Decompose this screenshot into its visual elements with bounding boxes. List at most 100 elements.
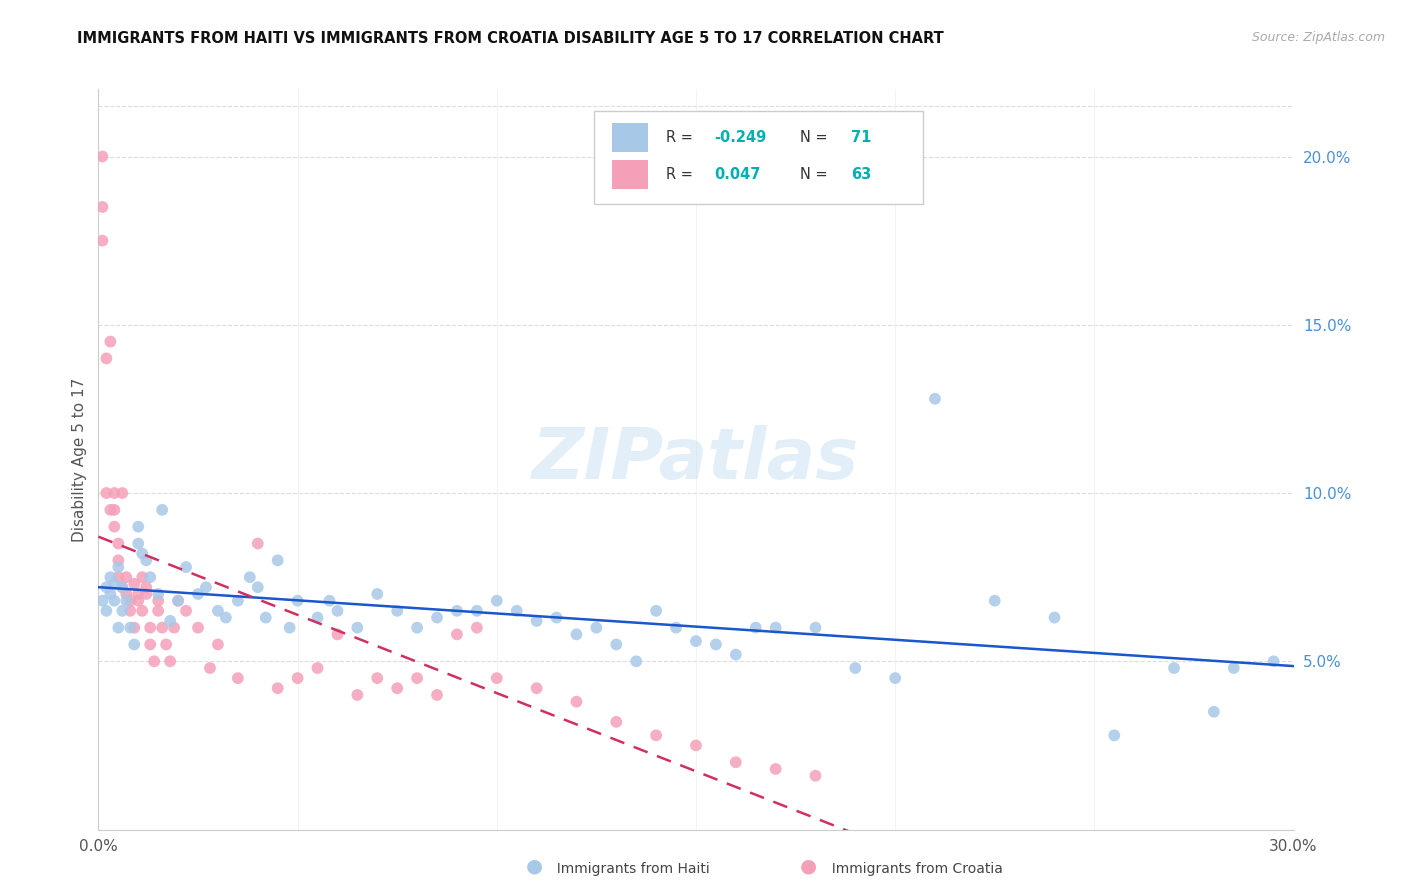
Point xyxy=(326,604,349,618)
Point xyxy=(98,570,122,584)
Point xyxy=(198,661,221,675)
Point xyxy=(546,610,568,624)
Point xyxy=(346,621,368,635)
Point xyxy=(135,587,157,601)
Point xyxy=(103,519,125,533)
Point xyxy=(148,587,170,601)
Point xyxy=(804,621,827,635)
Point xyxy=(446,627,468,641)
Point xyxy=(155,637,177,651)
Point xyxy=(187,587,209,601)
Point xyxy=(131,604,153,618)
Point xyxy=(406,671,429,685)
Point xyxy=(107,570,129,584)
Point xyxy=(96,604,118,618)
Point xyxy=(207,604,229,618)
Point xyxy=(685,739,707,753)
Point xyxy=(107,621,129,635)
Point xyxy=(103,593,125,607)
Point xyxy=(426,610,449,624)
Point xyxy=(150,503,173,517)
Point xyxy=(246,580,269,594)
Point xyxy=(226,593,249,607)
Point xyxy=(135,553,157,567)
Point xyxy=(765,621,787,635)
Point xyxy=(120,621,142,635)
Point xyxy=(107,553,129,567)
Point xyxy=(267,553,290,567)
Point xyxy=(605,714,627,729)
Text: 71: 71 xyxy=(852,130,872,145)
Point xyxy=(103,577,125,591)
Point xyxy=(1043,610,1066,624)
Point xyxy=(246,536,269,550)
Point xyxy=(465,604,488,618)
Point xyxy=(326,627,349,641)
Point xyxy=(724,756,747,770)
Point xyxy=(139,621,162,635)
Point xyxy=(226,671,249,685)
Point xyxy=(98,334,122,349)
Point xyxy=(195,580,218,594)
Point xyxy=(485,671,508,685)
Point xyxy=(426,688,449,702)
Point xyxy=(127,587,149,601)
Point xyxy=(645,728,668,742)
Point xyxy=(103,486,125,500)
Point xyxy=(765,762,787,776)
Text: Immigrants from Haiti: Immigrants from Haiti xyxy=(548,862,710,876)
Text: ●: ● xyxy=(526,857,543,876)
Point xyxy=(307,661,329,675)
Point xyxy=(91,200,114,214)
Point xyxy=(1163,661,1185,675)
Point xyxy=(526,681,548,696)
Point xyxy=(685,634,707,648)
Text: Immigrants from Croatia: Immigrants from Croatia xyxy=(823,862,1002,876)
Y-axis label: Disability Age 5 to 17: Disability Age 5 to 17 xyxy=(72,377,87,541)
Point xyxy=(626,654,648,668)
Point xyxy=(120,593,142,607)
Point xyxy=(884,671,907,685)
Point xyxy=(318,593,340,607)
Point xyxy=(163,621,186,635)
Point xyxy=(366,671,388,685)
Point xyxy=(159,654,181,668)
Point xyxy=(804,769,827,783)
Text: -0.249: -0.249 xyxy=(714,130,766,145)
Point xyxy=(135,580,157,594)
Point xyxy=(1104,728,1126,742)
Point xyxy=(139,570,162,584)
Point xyxy=(267,681,290,696)
Point xyxy=(1263,654,1285,668)
Point xyxy=(91,234,114,248)
Point xyxy=(239,570,262,584)
Point xyxy=(96,351,118,366)
Point xyxy=(645,604,668,618)
Point xyxy=(167,593,190,607)
Point xyxy=(115,570,138,584)
Point xyxy=(207,637,229,651)
Point xyxy=(148,593,170,607)
Point xyxy=(91,593,114,607)
Point xyxy=(103,503,125,517)
Point xyxy=(1223,661,1246,675)
Point xyxy=(111,604,134,618)
Text: ●: ● xyxy=(800,857,817,876)
Point xyxy=(96,486,118,500)
Point xyxy=(446,604,468,618)
Point xyxy=(139,637,162,651)
Point xyxy=(585,621,607,635)
Point xyxy=(485,593,508,607)
Point xyxy=(346,688,368,702)
Text: ZIPatlas: ZIPatlas xyxy=(533,425,859,494)
Point xyxy=(124,621,146,635)
Text: 63: 63 xyxy=(852,167,872,182)
Point xyxy=(724,648,747,662)
Point xyxy=(526,614,548,628)
Point xyxy=(366,587,388,601)
Text: R =: R = xyxy=(666,130,697,145)
Point xyxy=(124,577,146,591)
Point xyxy=(124,637,146,651)
Point xyxy=(745,621,768,635)
Point xyxy=(107,536,129,550)
